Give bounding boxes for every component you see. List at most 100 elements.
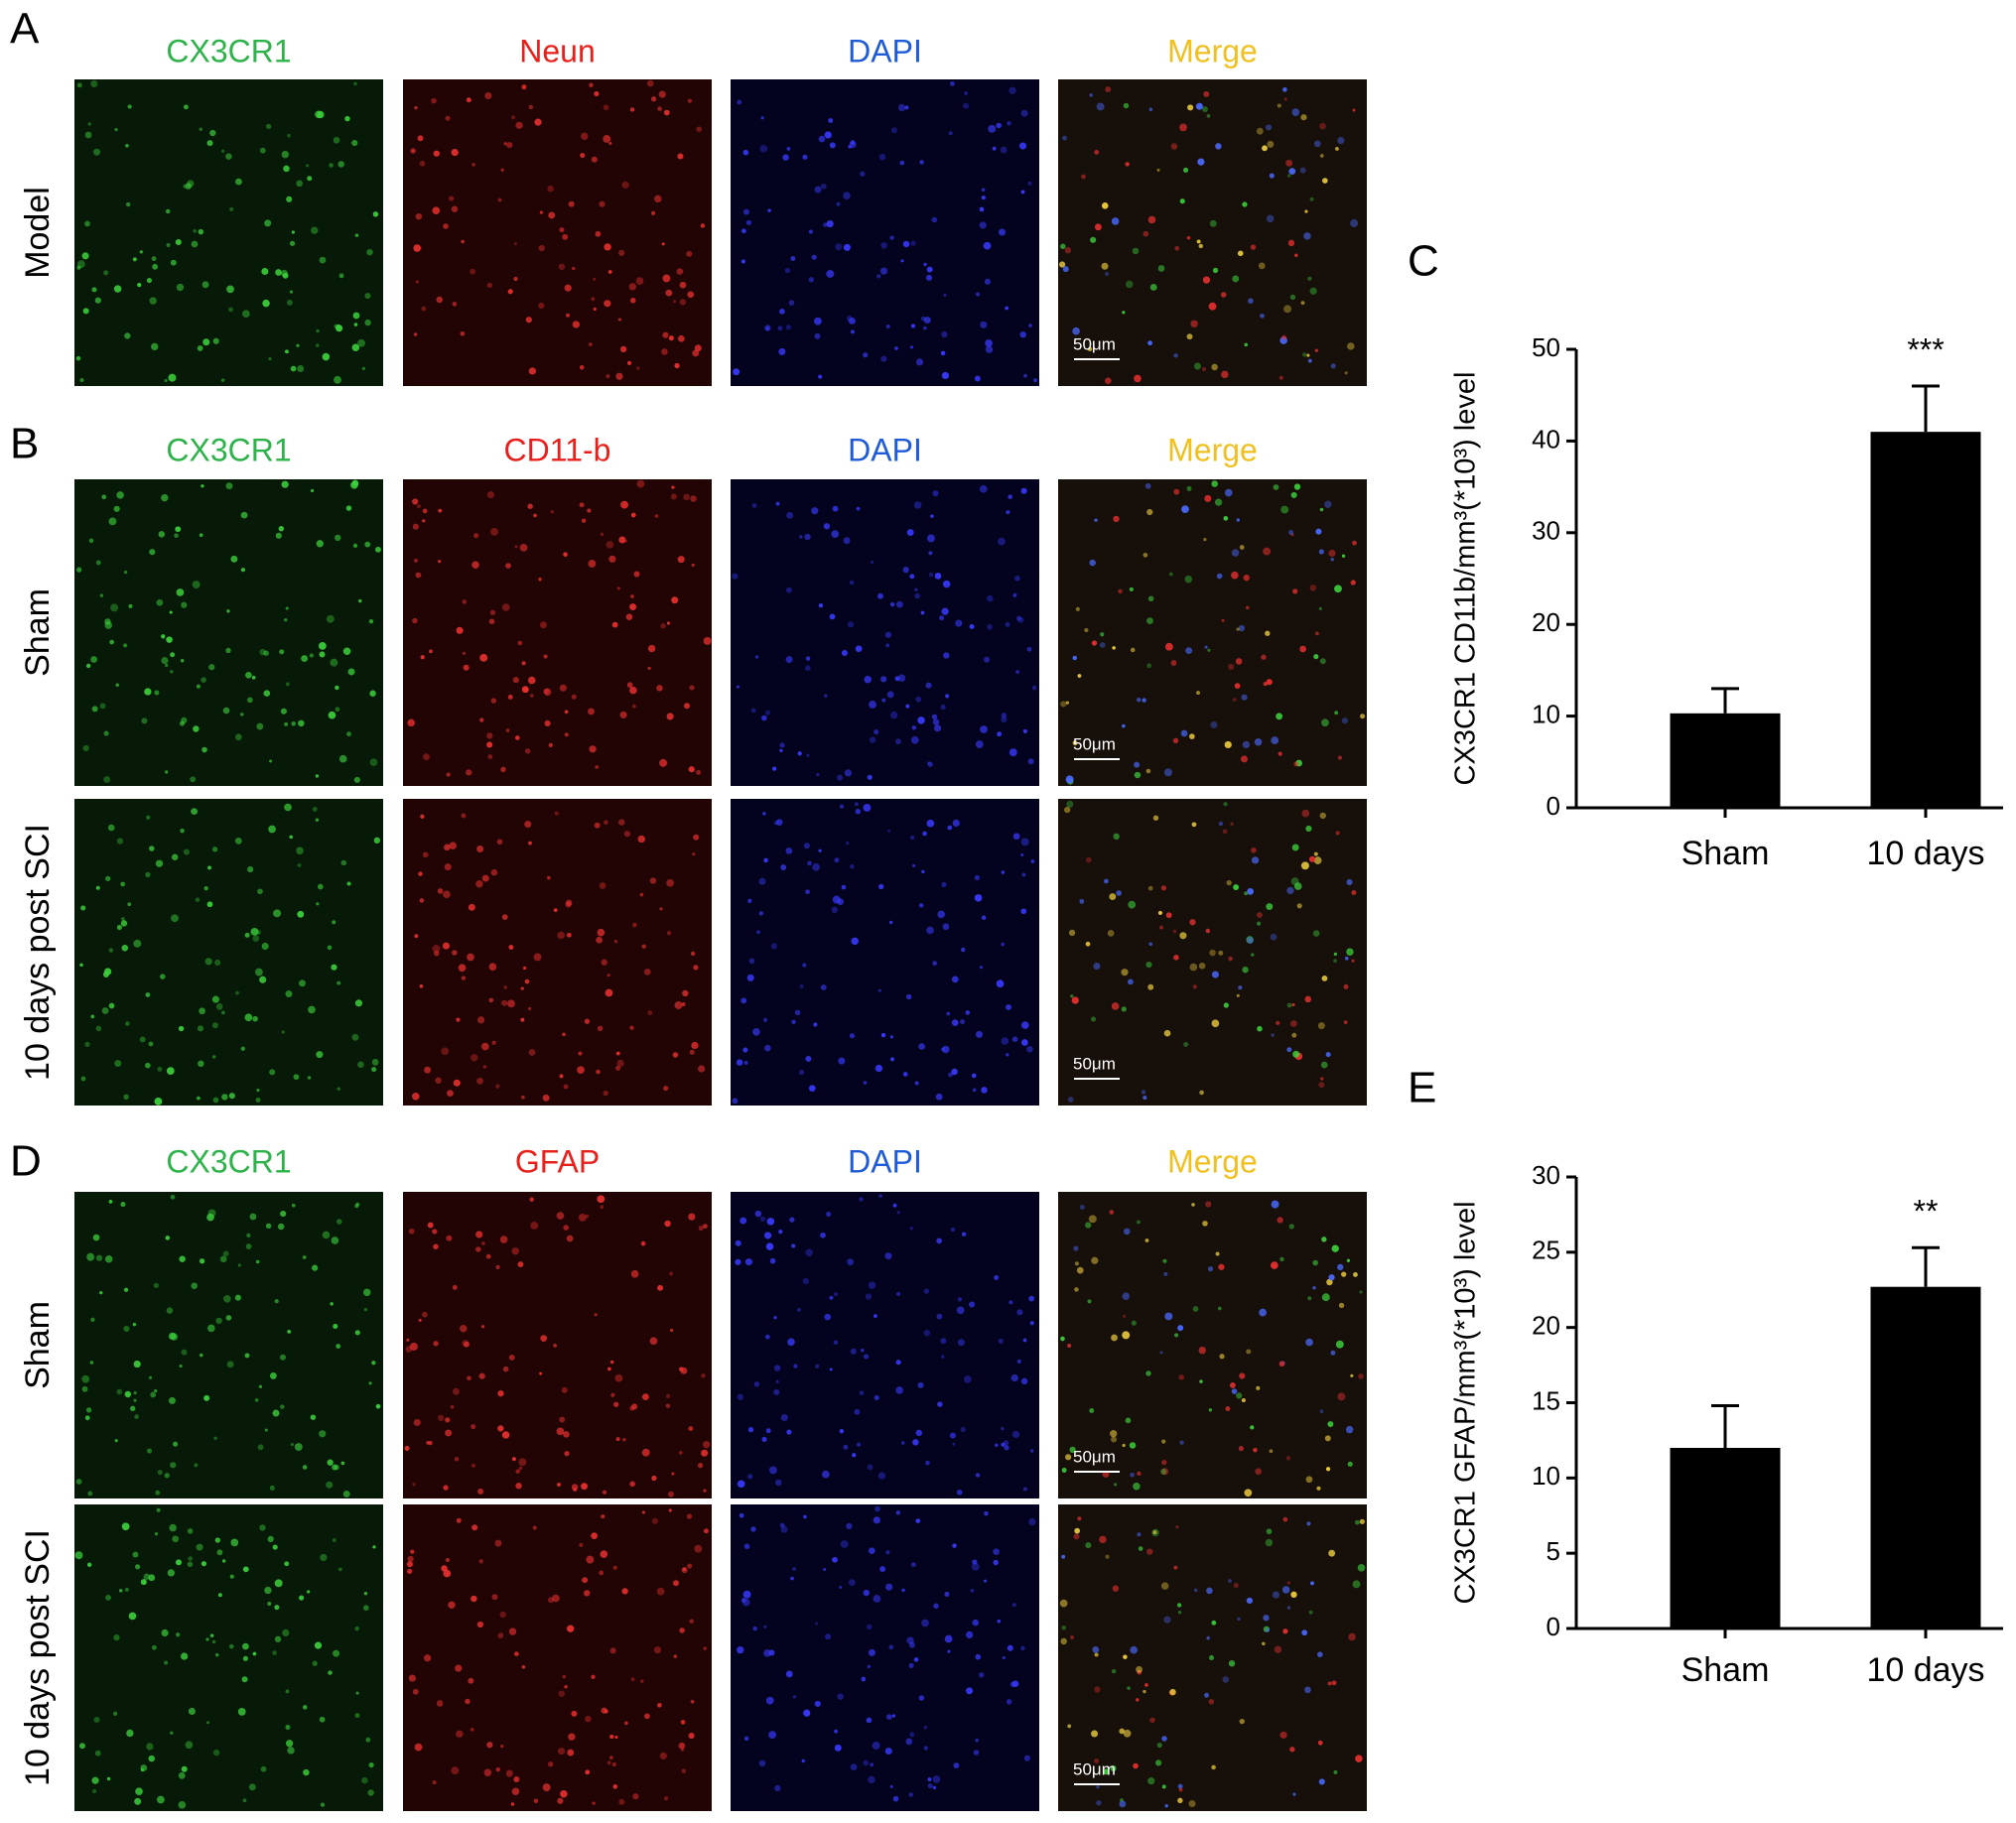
- cell-dot: [792, 1695, 797, 1699]
- cell-dot: [666, 713, 674, 720]
- cell-dot: [689, 1619, 694, 1624]
- cell-dot: [614, 1373, 623, 1382]
- cell-dot: [918, 1695, 925, 1701]
- cell-dot: [508, 1355, 515, 1361]
- cell-dot: [173, 1441, 179, 1447]
- cell-dot: [164, 663, 169, 668]
- cell-dot: [511, 115, 516, 120]
- cell-dot: [542, 1094, 550, 1102]
- cell-dot: [1161, 1468, 1169, 1476]
- cell-dot: [732, 573, 739, 580]
- cell-dot: [1301, 1629, 1308, 1636]
- cell-dot: [1328, 1549, 1336, 1557]
- cell-dot: [557, 1748, 566, 1756]
- cell-dot: [125, 1021, 130, 1026]
- cell-dot: [145, 1062, 151, 1069]
- cell-dot: [235, 733, 242, 741]
- cell-dot: [75, 355, 81, 361]
- cell-dot: [892, 1203, 897, 1208]
- cell-dot: [74, 1551, 83, 1560]
- cell-dot: [103, 730, 109, 736]
- cell-dot: [361, 1776, 368, 1784]
- micrograph: [731, 479, 1039, 786]
- cell-dot: [597, 1195, 605, 1204]
- bar: [1870, 432, 1981, 808]
- cell-dot: [952, 819, 960, 828]
- cell-dot: [544, 719, 551, 726]
- cell-dot: [1204, 645, 1208, 649]
- cell-dot: [184, 104, 189, 110]
- cell-dot: [496, 839, 503, 846]
- cell-dot: [1068, 929, 1076, 937]
- cell-dot: [805, 1248, 813, 1256]
- cell-dot: [786, 147, 791, 151]
- cell-dot: [447, 1090, 454, 1098]
- cell-dot: [1236, 518, 1240, 522]
- cell-dot: [571, 1710, 578, 1717]
- cell-dot: [95, 560, 101, 566]
- cell-dot: [1179, 932, 1187, 940]
- cell-dot: [82, 308, 89, 315]
- cell-dot: [1236, 993, 1240, 997]
- cell-dot: [698, 1225, 704, 1232]
- cell-dot: [773, 1316, 777, 1320]
- cell-dot: [703, 1489, 707, 1493]
- cell-dot: [1300, 301, 1305, 306]
- cell-dot: [164, 378, 168, 383]
- cell-dot: [262, 299, 270, 308]
- cell-dot: [1279, 1731, 1287, 1739]
- cell-dot: [116, 491, 124, 499]
- cell-dot: [877, 883, 884, 890]
- cell-dot: [486, 282, 493, 289]
- cell-dot: [157, 1470, 163, 1476]
- cell-dot: [943, 293, 947, 298]
- cell-dot: [1226, 879, 1232, 886]
- cell-dot: [661, 348, 668, 355]
- cell-dot: [320, 1802, 326, 1807]
- cell-dot: [169, 1523, 177, 1532]
- cell-dot: [818, 374, 823, 379]
- cell-dot: [1219, 1354, 1225, 1360]
- cell-dot: [1204, 1692, 1210, 1698]
- cell-dot: [832, 895, 841, 904]
- cell-dot: [758, 911, 764, 916]
- cell-dot: [703, 1224, 708, 1229]
- cell-dot: [1239, 1718, 1245, 1725]
- cell-dot: [979, 484, 988, 493]
- cell-dot: [600, 1205, 605, 1210]
- cell-dot: [455, 1664, 463, 1672]
- cell-dot: [508, 1628, 517, 1635]
- cell-dot: [282, 272, 289, 279]
- cell-dot: [826, 220, 834, 228]
- cell-dot: [979, 966, 983, 970]
- cell-dot: [103, 270, 109, 276]
- cell-dot: [191, 808, 199, 816]
- cell-dot: [863, 1081, 868, 1085]
- cell-dot: [203, 1394, 210, 1401]
- cell-dot: [1319, 1409, 1324, 1413]
- cell-dot: [686, 250, 693, 257]
- cell-dot: [1105, 272, 1109, 276]
- cell-dot: [221, 1010, 225, 1015]
- cell-dot: [859, 1390, 865, 1395]
- cell-dot: [415, 280, 420, 284]
- cell-dot: [579, 1542, 584, 1547]
- cell-dot: [836, 201, 841, 206]
- cell-dot: [814, 317, 822, 326]
- cell-dot: [427, 1222, 434, 1229]
- cell-dot: [824, 1313, 831, 1321]
- cell-dot: [698, 1065, 706, 1073]
- cell-dot: [1077, 1516, 1082, 1521]
- cell-dot: [559, 1074, 564, 1079]
- cell-dot: [500, 168, 504, 172]
- cell-dot: [690, 951, 696, 957]
- cell-dot: [568, 200, 575, 207]
- cell-dot: [490, 527, 498, 536]
- cell-dot: [285, 606, 289, 610]
- cell-dot: [140, 1579, 147, 1586]
- cell-dot: [1236, 1392, 1243, 1399]
- cell-dot: [601, 1707, 607, 1714]
- cell-dot: [1250, 244, 1257, 250]
- cell-dot: [674, 1000, 683, 1009]
- cell-dot: [488, 963, 497, 972]
